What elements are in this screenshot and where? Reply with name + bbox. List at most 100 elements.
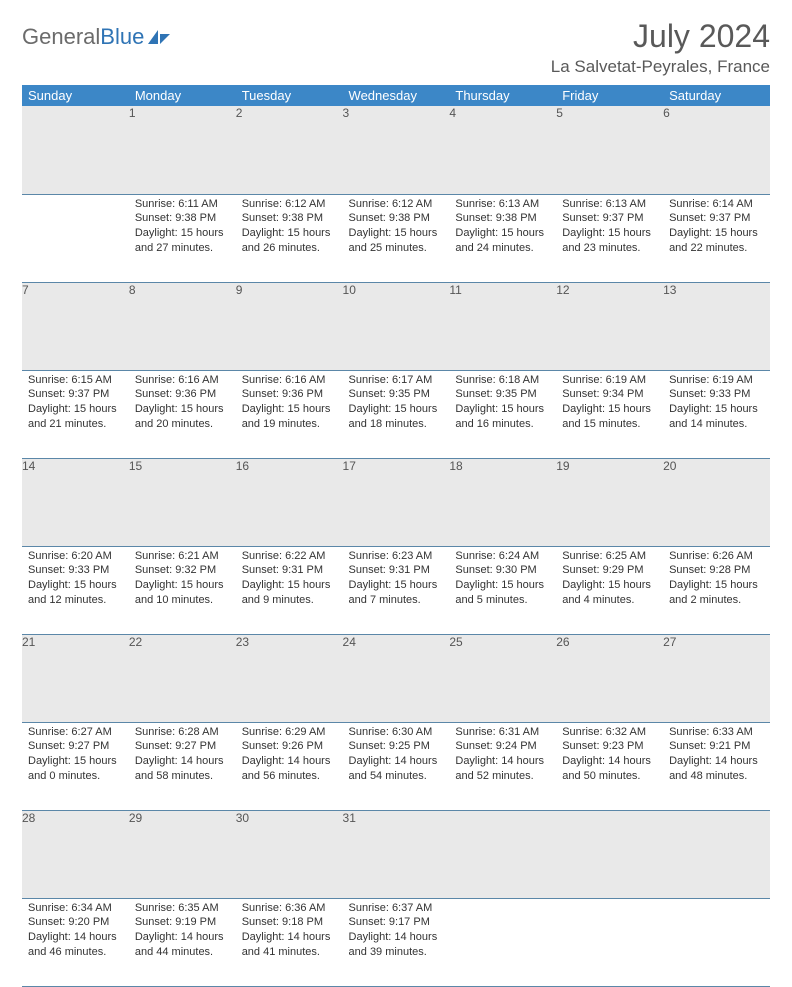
week-row: Sunrise: 6:20 AMSunset: 9:33 PMDaylight:… xyxy=(22,546,770,634)
sunrise-text: Sunrise: 6:24 AM xyxy=(455,549,550,564)
sunrise-text: Sunrise: 6:35 AM xyxy=(135,901,230,916)
daylight-text: Daylight: 15 hours and 27 minutes. xyxy=(135,226,230,256)
sunrise-text: Sunrise: 6:33 AM xyxy=(669,725,764,740)
day-number: 24 xyxy=(343,634,450,722)
sunset-text: Sunset: 9:38 PM xyxy=(242,211,337,226)
day-number: 4 xyxy=(449,106,556,194)
sunrise-text: Sunrise: 6:22 AM xyxy=(242,549,337,564)
daylight-text: Daylight: 15 hours and 7 minutes. xyxy=(349,578,444,608)
day-cell: Sunrise: 6:13 AMSunset: 9:38 PMDaylight:… xyxy=(449,194,556,282)
sunrise-text: Sunrise: 6:27 AM xyxy=(28,725,123,740)
sunset-text: Sunset: 9:37 PM xyxy=(562,211,657,226)
day-number: 14 xyxy=(22,458,129,546)
daylight-text: Daylight: 15 hours and 4 minutes. xyxy=(562,578,657,608)
daylight-text: Daylight: 15 hours and 26 minutes. xyxy=(242,226,337,256)
day-cell xyxy=(663,898,770,986)
daylight-text: Daylight: 15 hours and 0 minutes. xyxy=(28,754,123,784)
weekday-header: Saturday xyxy=(663,85,770,106)
daylight-text: Daylight: 15 hours and 5 minutes. xyxy=(455,578,550,608)
sunrise-text: Sunrise: 6:37 AM xyxy=(349,901,444,916)
logo-text-a: General xyxy=(22,24,100,50)
weekday-header: Wednesday xyxy=(343,85,450,106)
day-number: 28 xyxy=(22,810,129,898)
sunrise-text: Sunrise: 6:19 AM xyxy=(669,373,764,388)
sunset-text: Sunset: 9:35 PM xyxy=(455,387,550,402)
daylight-text: Daylight: 15 hours and 2 minutes. xyxy=(669,578,764,608)
sunset-text: Sunset: 9:30 PM xyxy=(455,563,550,578)
day-cell: Sunrise: 6:37 AMSunset: 9:17 PMDaylight:… xyxy=(343,898,450,986)
day-cell: Sunrise: 6:13 AMSunset: 9:37 PMDaylight:… xyxy=(556,194,663,282)
day-cell: Sunrise: 6:18 AMSunset: 9:35 PMDaylight:… xyxy=(449,370,556,458)
day-cell: Sunrise: 6:22 AMSunset: 9:31 PMDaylight:… xyxy=(236,546,343,634)
day-number: 12 xyxy=(556,282,663,370)
sunrise-text: Sunrise: 6:26 AM xyxy=(669,549,764,564)
daylight-text: Daylight: 15 hours and 19 minutes. xyxy=(242,402,337,432)
sunrise-text: Sunrise: 6:16 AM xyxy=(135,373,230,388)
day-number: 30 xyxy=(236,810,343,898)
day-number: 15 xyxy=(129,458,236,546)
sunset-text: Sunset: 9:18 PM xyxy=(242,915,337,930)
location: La Salvetat-Peyrales, France xyxy=(551,57,770,77)
daylight-text: Daylight: 15 hours and 25 minutes. xyxy=(349,226,444,256)
week-row: Sunrise: 6:11 AMSunset: 9:38 PMDaylight:… xyxy=(22,194,770,282)
day-number: 18 xyxy=(449,458,556,546)
daylight-text: Daylight: 15 hours and 14 minutes. xyxy=(669,402,764,432)
sunset-text: Sunset: 9:25 PM xyxy=(349,739,444,754)
week-row: Sunrise: 6:34 AMSunset: 9:20 PMDaylight:… xyxy=(22,898,770,986)
day-cell: Sunrise: 6:31 AMSunset: 9:24 PMDaylight:… xyxy=(449,722,556,810)
sunset-text: Sunset: 9:28 PM xyxy=(669,563,764,578)
weekday-header: Thursday xyxy=(449,85,556,106)
day-cell: Sunrise: 6:16 AMSunset: 9:36 PMDaylight:… xyxy=(129,370,236,458)
daylight-text: Daylight: 15 hours and 16 minutes. xyxy=(455,402,550,432)
sunset-text: Sunset: 9:37 PM xyxy=(669,211,764,226)
daylight-text: Daylight: 15 hours and 21 minutes. xyxy=(28,402,123,432)
sunset-text: Sunset: 9:36 PM xyxy=(135,387,230,402)
sunset-text: Sunset: 9:27 PM xyxy=(28,739,123,754)
sunset-text: Sunset: 9:33 PM xyxy=(28,563,123,578)
day-cell: Sunrise: 6:16 AMSunset: 9:36 PMDaylight:… xyxy=(236,370,343,458)
day-number: 10 xyxy=(343,282,450,370)
day-number: 22 xyxy=(129,634,236,722)
day-number: 17 xyxy=(343,458,450,546)
sunset-text: Sunset: 9:20 PM xyxy=(28,915,123,930)
sunset-text: Sunset: 9:29 PM xyxy=(562,563,657,578)
day-cell: Sunrise: 6:12 AMSunset: 9:38 PMDaylight:… xyxy=(343,194,450,282)
sunset-text: Sunset: 9:34 PM xyxy=(562,387,657,402)
header: GeneralBlue July 2024 La Salvetat-Peyral… xyxy=(22,18,770,77)
day-cell: Sunrise: 6:24 AMSunset: 9:30 PMDaylight:… xyxy=(449,546,556,634)
day-cell: Sunrise: 6:14 AMSunset: 9:37 PMDaylight:… xyxy=(663,194,770,282)
sunset-text: Sunset: 9:35 PM xyxy=(349,387,444,402)
sunrise-text: Sunrise: 6:11 AM xyxy=(135,197,230,212)
day-cell: Sunrise: 6:23 AMSunset: 9:31 PMDaylight:… xyxy=(343,546,450,634)
daylight-text: Daylight: 14 hours and 50 minutes. xyxy=(562,754,657,784)
day-number: 13 xyxy=(663,282,770,370)
weekday-header: Sunday xyxy=(22,85,129,106)
sunset-text: Sunset: 9:33 PM xyxy=(669,387,764,402)
sunset-text: Sunset: 9:21 PM xyxy=(669,739,764,754)
day-cell: Sunrise: 6:17 AMSunset: 9:35 PMDaylight:… xyxy=(343,370,450,458)
day-cell: Sunrise: 6:15 AMSunset: 9:37 PMDaylight:… xyxy=(22,370,129,458)
daylight-text: Daylight: 15 hours and 18 minutes. xyxy=(349,402,444,432)
day-number: 7 xyxy=(22,282,129,370)
daylight-text: Daylight: 14 hours and 46 minutes. xyxy=(28,930,123,960)
week-row: Sunrise: 6:15 AMSunset: 9:37 PMDaylight:… xyxy=(22,370,770,458)
sunrise-text: Sunrise: 6:12 AM xyxy=(242,197,337,212)
logo-text-b: Blue xyxy=(100,24,144,50)
day-number: 6 xyxy=(663,106,770,194)
sunset-text: Sunset: 9:24 PM xyxy=(455,739,550,754)
page-title: July 2024 xyxy=(551,18,770,55)
sunset-text: Sunset: 9:23 PM xyxy=(562,739,657,754)
weekday-header: Tuesday xyxy=(236,85,343,106)
day-cell: Sunrise: 6:26 AMSunset: 9:28 PMDaylight:… xyxy=(663,546,770,634)
sunrise-text: Sunrise: 6:29 AM xyxy=(242,725,337,740)
sunrise-text: Sunrise: 6:15 AM xyxy=(28,373,123,388)
sunrise-text: Sunrise: 6:17 AM xyxy=(349,373,444,388)
day-number: 23 xyxy=(236,634,343,722)
sunset-text: Sunset: 9:36 PM xyxy=(242,387,337,402)
daylight-text: Daylight: 15 hours and 20 minutes. xyxy=(135,402,230,432)
daynum-row: 21222324252627 xyxy=(22,634,770,722)
sunset-text: Sunset: 9:31 PM xyxy=(349,563,444,578)
day-cell: Sunrise: 6:11 AMSunset: 9:38 PMDaylight:… xyxy=(129,194,236,282)
day-number: 25 xyxy=(449,634,556,722)
daylight-text: Daylight: 15 hours and 9 minutes. xyxy=(242,578,337,608)
